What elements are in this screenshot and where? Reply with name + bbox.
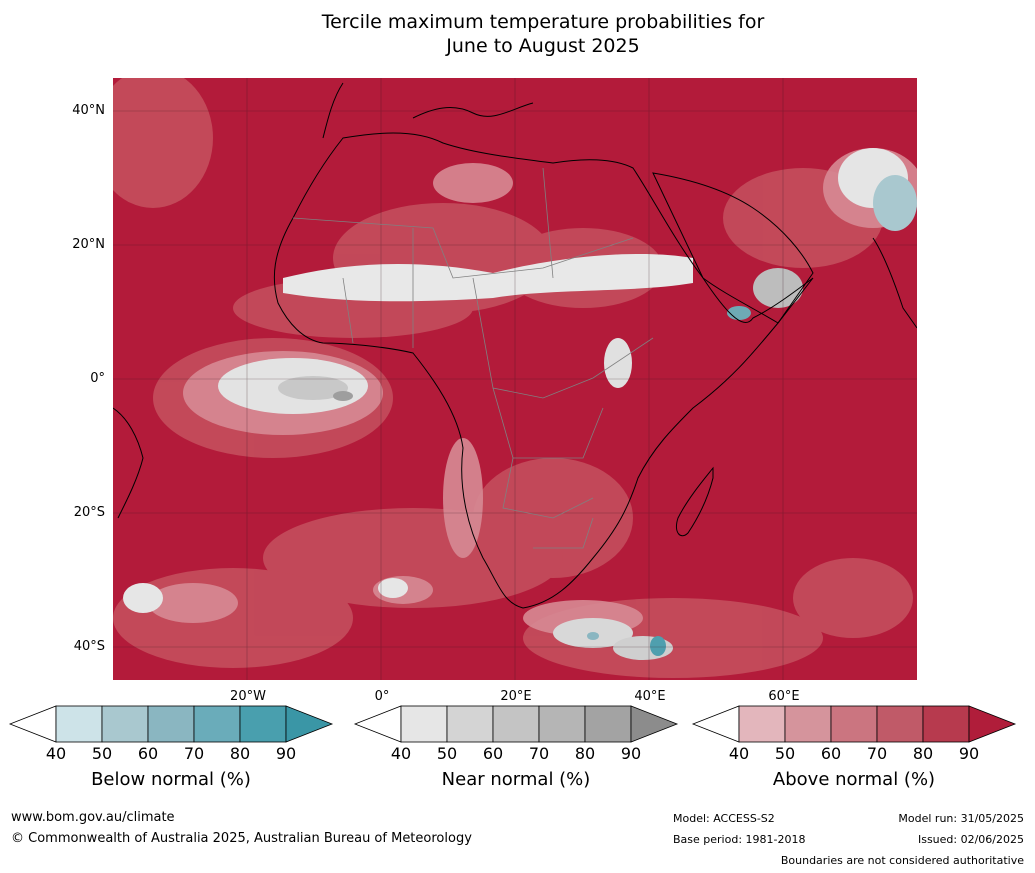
lat-label-40s: 40°S — [73, 639, 105, 654]
lon-label-20e: 20°E — [500, 689, 532, 704]
lon-label-40e: 40°E — [634, 689, 666, 704]
footer-copyright: © Commonwealth of Australia 2025, Austra… — [11, 831, 472, 846]
title-line-2: June to August 2025 — [446, 35, 640, 57]
colorbar-near-label: Near normal (%) — [441, 769, 591, 790]
lon-label-60e: 60°E — [768, 689, 800, 704]
lat-label-20n: 20°N — [72, 237, 105, 252]
colorbar-above-svg — [691, 705, 1017, 743]
cbar1-tick-40: 40 — [45, 744, 67, 763]
below-normal-patches — [587, 175, 917, 656]
footer-disclaimer: Boundaries are not considered authoritat… — [780, 854, 1024, 867]
cbar2-tick-40: 40 — [390, 744, 412, 763]
lon-label-0: 0° — [374, 689, 390, 704]
cbar3-tick-60: 60 — [820, 744, 842, 763]
cbar1-tick-70: 70 — [183, 744, 205, 763]
colorbar-above-normal — [691, 705, 1017, 743]
graticule — [113, 78, 917, 680]
cbar1-tick-50: 50 — [91, 744, 113, 763]
cbar3-tick-90: 90 — [958, 744, 980, 763]
cbar1-tick-60: 60 — [137, 744, 159, 763]
footer-issued: Issued: 02/06/2025 — [917, 833, 1024, 846]
cbar2-tick-70: 70 — [528, 744, 550, 763]
lat-label-20s: 20°S — [73, 505, 105, 520]
colorbar-below-label: Below normal (%) — [91, 769, 251, 790]
near-normal-patches — [123, 148, 908, 660]
cbar2-tick-90: 90 — [620, 744, 642, 763]
cbar1-tick-80: 80 — [229, 744, 251, 763]
map-svg — [113, 78, 917, 680]
colorbar-below-normal — [8, 705, 334, 743]
cbar2-tick-50: 50 — [436, 744, 458, 763]
colorbar-near-normal — [353, 705, 679, 743]
title-line-1: Tercile maximum temperature probabilitie… — [321, 11, 765, 33]
chart-title: Tercile maximum temperature probabilitie… — [0, 10, 1035, 58]
cbar3-tick-80: 80 — [912, 744, 934, 763]
cbar3-tick-40: 40 — [728, 744, 750, 763]
colorbar-near-svg — [353, 705, 679, 743]
cbar2-tick-60: 60 — [482, 744, 504, 763]
cbar1-tick-90: 90 — [275, 744, 297, 763]
coastlines — [113, 82, 917, 609]
cbar2-tick-80: 80 — [574, 744, 596, 763]
colorbar-below-svg — [8, 705, 334, 743]
footer-model-run: Model run: 31/05/2025 — [898, 812, 1024, 825]
cbar3-tick-70: 70 — [866, 744, 888, 763]
lat-label-40n: 40°N — [72, 103, 105, 118]
forecast-map — [113, 78, 917, 680]
footer-base-period: Base period: 1981-2018 — [673, 833, 806, 846]
lon-label-20w: 20°W — [230, 689, 266, 704]
colorbar-above-label: Above normal (%) — [772, 769, 936, 790]
country-borders — [292, 167, 654, 549]
cbar3-tick-50: 50 — [774, 744, 796, 763]
footer-website-link[interactable]: www.bom.gov.au/climate — [11, 810, 175, 825]
footer-model: Model: ACCESS-S2 — [673, 812, 775, 825]
lat-label-0: 0° — [90, 371, 105, 386]
